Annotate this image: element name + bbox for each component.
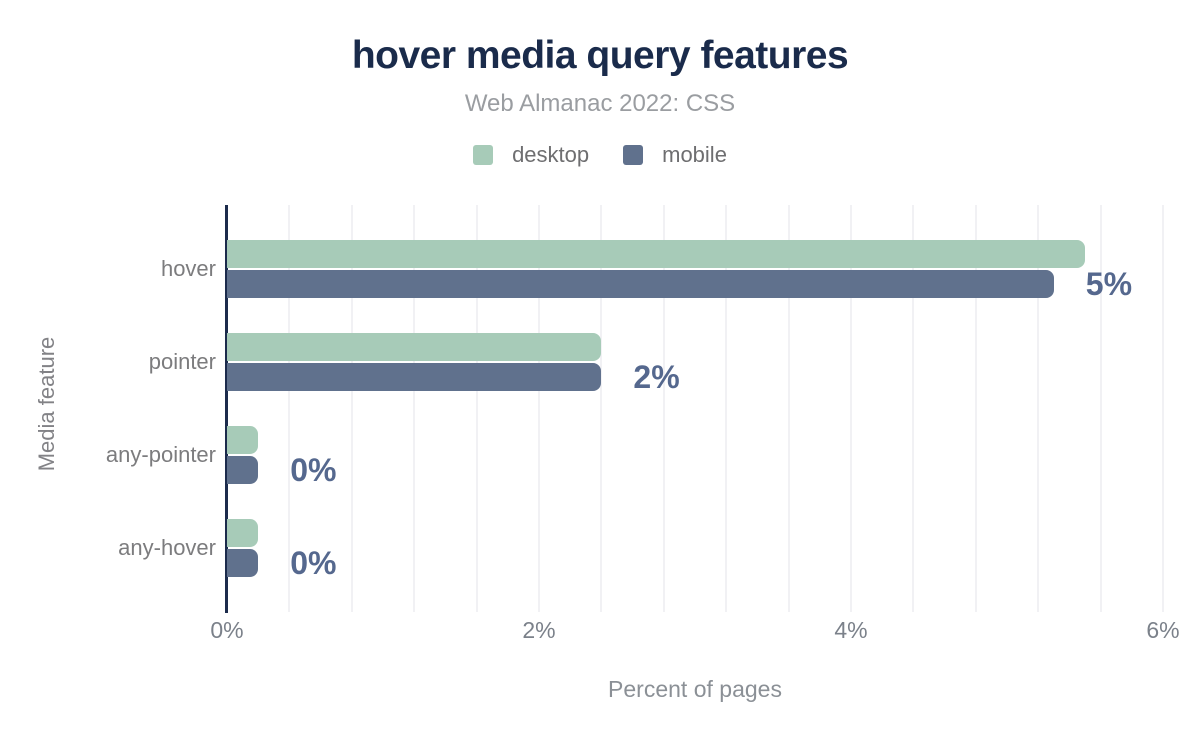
chart-subtitle: Web Almanac 2022: CSS	[464, 90, 736, 117]
category-label-any-hover: any-hover	[118, 535, 216, 560]
gridline	[538, 205, 540, 612]
legend-label: mobile	[662, 142, 727, 167]
legend-label: desktop	[512, 142, 590, 167]
category-label-pointer: pointer	[148, 349, 216, 374]
x-tick-label-2%: 2%	[522, 617, 556, 643]
plot-area: hover 5% pointer 2% any-pointer 0% any-hover 0%	[106, 205, 1164, 613]
y-axis-title: Media feature	[34, 336, 59, 472]
legend-swatch-desktop	[473, 145, 494, 165]
x-tick-label-6%: 6%	[1146, 617, 1180, 643]
gridline	[288, 205, 291, 612]
legend-swatch-mobile	[623, 145, 644, 165]
y-axis-line	[225, 205, 228, 613]
gridline	[787, 205, 790, 612]
gridline	[1037, 205, 1040, 612]
x-axis-title: Percent of pages	[608, 676, 782, 702]
gridline	[850, 205, 852, 612]
chart-title: hover media query features	[351, 34, 849, 77]
gridline	[350, 205, 353, 612]
gridline	[725, 205, 728, 612]
value-label-any-hover: 0%	[290, 545, 337, 581]
bar-mobile-pointer	[227, 363, 602, 391]
bar-desktop-any-pointer	[227, 426, 259, 454]
bar-mobile-hover	[227, 270, 1054, 298]
bar-mobile-any-pointer	[227, 456, 259, 484]
value-label-hover: 5%	[1085, 266, 1133, 302]
gridline	[1099, 205, 1102, 612]
value-label-any-pointer: 0%	[290, 452, 337, 488]
gridline	[912, 205, 915, 612]
gridline	[413, 205, 416, 612]
bar-desktop-pointer	[227, 333, 602, 361]
bar-desktop-any-hover	[227, 519, 259, 547]
bar-desktop-hover	[227, 240, 1085, 268]
category-label-any-pointer: any-pointer	[105, 442, 216, 467]
bar-mobile-any-hover	[227, 549, 259, 577]
gridline	[1162, 205, 1164, 612]
x-tick-label-0%: 0%	[210, 617, 244, 643]
gridline	[600, 205, 603, 612]
legend-item-mobile: mobile	[623, 142, 727, 168]
value-label-pointer: 2%	[633, 359, 680, 395]
legend-item-desktop: desktop	[473, 142, 589, 168]
legend: desktop mobile	[0, 142, 1200, 168]
x-tick-label-4%: 4%	[834, 617, 868, 643]
gridline	[662, 205, 665, 612]
category-label-hover: hover	[160, 256, 216, 281]
gridline	[475, 205, 478, 612]
gridline	[974, 205, 977, 612]
